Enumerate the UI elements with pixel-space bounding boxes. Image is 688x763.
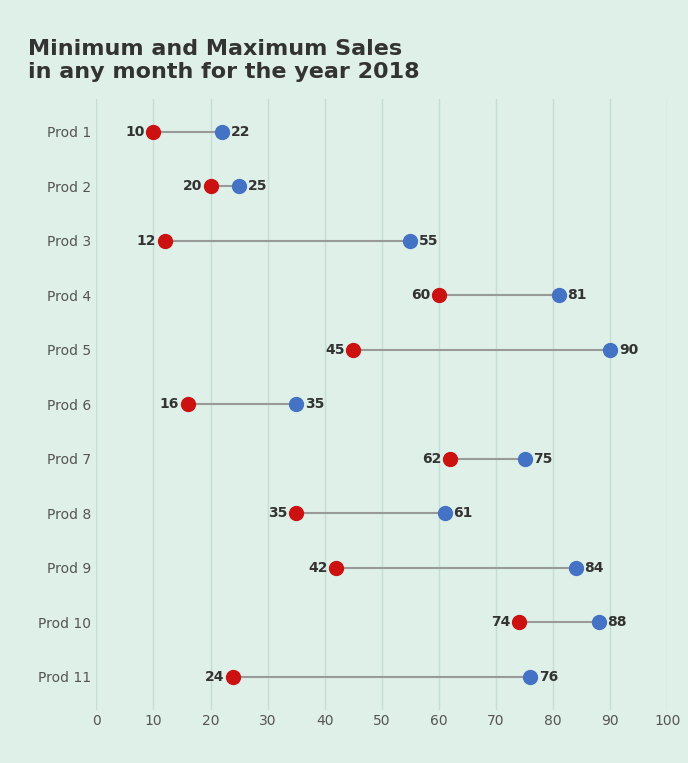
Point (291, 507, 302, 520)
Point (217, 126, 228, 138)
Point (205, 180, 216, 192)
Point (182, 398, 193, 410)
Point (291, 398, 302, 410)
Point (605, 344, 616, 356)
Point (148, 126, 159, 138)
Text: 42: 42 (308, 561, 327, 575)
Text: 45: 45 (325, 343, 345, 357)
Text: 61: 61 (453, 507, 473, 520)
Point (593, 617, 604, 629)
Text: 35: 35 (268, 507, 288, 520)
Text: 25: 25 (248, 179, 267, 193)
Point (445, 452, 456, 465)
Point (331, 562, 342, 574)
Text: 74: 74 (491, 616, 510, 629)
Text: 55: 55 (419, 234, 438, 248)
Text: 88: 88 (608, 616, 627, 629)
Point (513, 617, 524, 629)
Point (519, 452, 530, 465)
Text: 24: 24 (205, 670, 225, 684)
Text: 84: 84 (585, 561, 604, 575)
Text: 35: 35 (305, 398, 324, 411)
Point (405, 235, 416, 247)
Text: 12: 12 (137, 234, 156, 248)
Text: 81: 81 (568, 288, 587, 302)
Point (570, 562, 581, 574)
Text: 90: 90 (619, 343, 638, 357)
Point (439, 507, 450, 520)
Text: 16: 16 (160, 398, 179, 411)
Point (228, 671, 239, 683)
Point (433, 289, 444, 301)
Text: 20: 20 (182, 179, 202, 193)
Point (347, 344, 359, 356)
Text: 10: 10 (125, 125, 145, 139)
Text: 75: 75 (533, 452, 552, 466)
Text: 76: 76 (539, 670, 558, 684)
Point (160, 235, 171, 247)
Point (525, 671, 536, 683)
Text: Minimum and Maximum Sales
in any month for the year 2018: Minimum and Maximum Sales in any month f… (28, 39, 420, 82)
Text: 60: 60 (411, 288, 431, 302)
Point (233, 180, 245, 192)
Text: 62: 62 (422, 452, 442, 466)
Text: 22: 22 (230, 125, 250, 139)
Point (553, 289, 564, 301)
